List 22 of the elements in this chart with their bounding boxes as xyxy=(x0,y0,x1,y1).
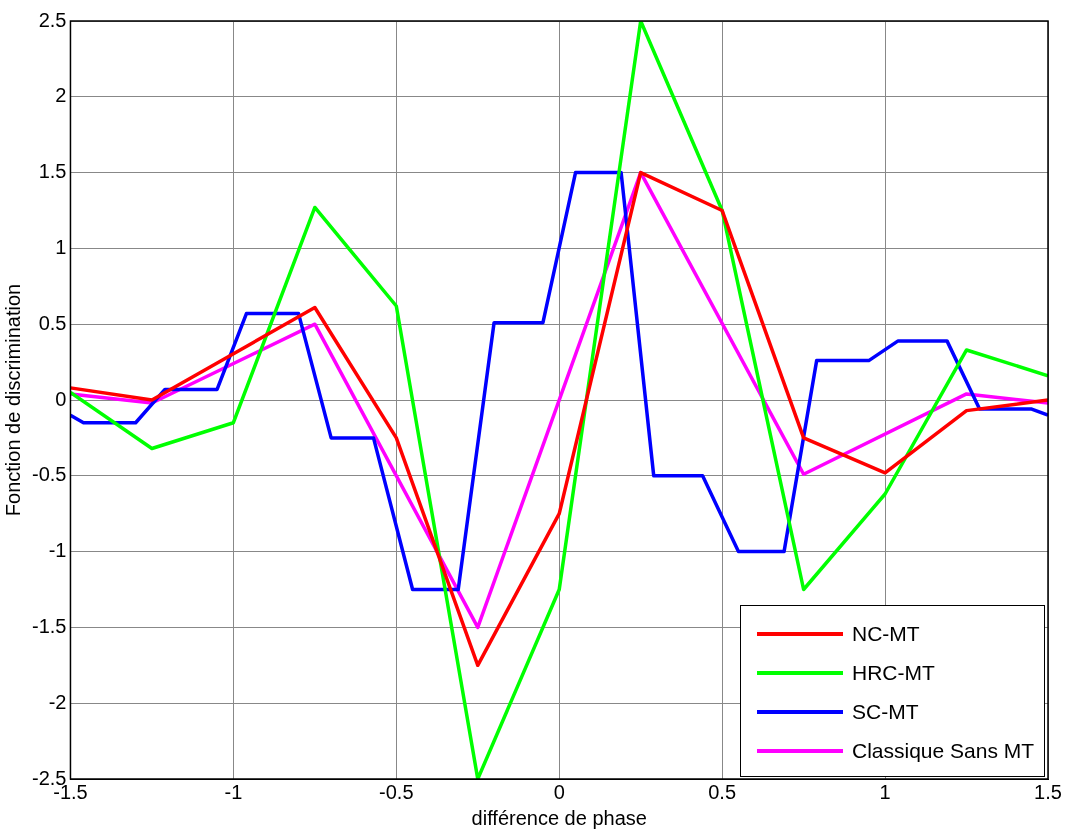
y-tick-label: -1.5 xyxy=(31,614,67,637)
y-tick-label: 2 xyxy=(55,84,67,107)
x-axis-title: différence de phase xyxy=(471,806,647,829)
x-tick-label: -0.5 xyxy=(379,780,414,803)
x-tick-label: 1.5 xyxy=(1034,780,1062,803)
y-tick-label: -2 xyxy=(48,690,67,713)
x-tick-label: 0.5 xyxy=(708,780,737,803)
y-tick-label: 0 xyxy=(55,387,67,410)
x-tick-label: 0 xyxy=(553,780,565,803)
x-tick-label: 1 xyxy=(879,780,891,803)
y-tick-label: -1 xyxy=(48,539,67,562)
y-tick-label: 0.5 xyxy=(38,311,67,334)
legend-label: HRC-MT xyxy=(852,660,935,685)
legend-label: SC-MT xyxy=(852,699,919,724)
y-axis-title: Fonction de discrimination xyxy=(1,283,24,517)
y-tick-label: 1.5 xyxy=(38,160,67,183)
x-tick-label: -1 xyxy=(224,780,243,803)
y-tick-label: 1 xyxy=(55,235,67,258)
y-tick-label: 2.5 xyxy=(38,8,67,31)
legend-label: Classique Sans MT xyxy=(852,738,1035,763)
y-tick-label: -0.5 xyxy=(31,463,67,486)
legend-label: NC-MT xyxy=(852,621,920,646)
